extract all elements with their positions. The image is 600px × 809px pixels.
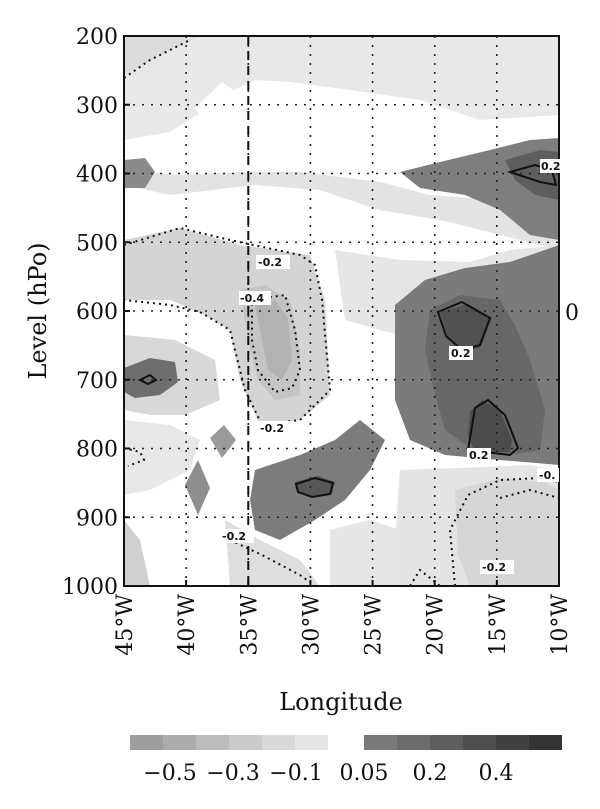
colorbar-label-positive: 0.4 [479, 761, 514, 786]
colorbar-swatch-negative [196, 735, 229, 750]
colorbar-label-negative: −0.3 [206, 761, 259, 786]
colorbar-swatch-negative [262, 735, 295, 750]
region-pos-diamond-2 [185, 460, 210, 515]
contour-pos-700-left [137, 373, 158, 386]
contour-label-0: 0.2 [540, 159, 561, 173]
contour-label-6: -0.2 [220, 529, 254, 543]
contour-label-5: 0.2 [467, 448, 491, 462]
contour-neg-top-left [124, 39, 191, 79]
contour-label-0-text: 0.2 [541, 160, 561, 173]
y-axis-label: Level (hPo) [24, 242, 52, 379]
colorbar-label-negative: −0.5 [143, 761, 196, 786]
region-white-spot-top [195, 82, 240, 128]
colorbar-swatch-negative [163, 735, 196, 750]
region-light-top [124, 36, 559, 140]
x-tick-label: 30°W [299, 594, 324, 656]
contour-label-3: -0.2 [258, 421, 292, 435]
colorbar-swatch-negative [229, 735, 262, 750]
y-tick-label: 500 [76, 231, 118, 256]
y-axis-ticks: 200 300 400 500 600 700 800 900 1000 [62, 25, 130, 600]
contour-label-6-text: -0.2 [222, 530, 246, 543]
contour-pos-600 [436, 300, 492, 352]
contour-label-4-text: 0.2 [451, 347, 471, 360]
y-tick-label: 700 [76, 369, 118, 394]
y-tick-label: 600 [76, 300, 118, 325]
colorbar-swatch-positive [496, 735, 529, 750]
x-tick-label: 35°W [237, 594, 262, 656]
contour-label-2-text: -0.4 [240, 292, 264, 305]
colorbar-label-negative: −0.1 [269, 761, 322, 786]
contour-label-7-text: -0.2 [482, 561, 506, 574]
contour-neg-bottom-right-2 [409, 568, 441, 586]
x-tick-label: 40°W [175, 594, 200, 656]
contour-pos-400 [506, 163, 558, 187]
colorbar-swatch-positive [430, 735, 463, 750]
region-light-left-800 [124, 420, 200, 495]
colorbar-labels: −0.5 −0.3 −0.1 0.05 0.2 0.4 [143, 761, 513, 786]
colorbar-label-positive: 0.05 [340, 761, 389, 786]
y-tick-label: 400 [76, 163, 118, 188]
contour-label-8: -0. [537, 468, 559, 482]
contour-pos-780 [466, 398, 520, 457]
contour-pos-850 [294, 476, 335, 499]
region-pos-diamond-1 [210, 425, 236, 458]
x-axis-label: Longitude [279, 688, 403, 716]
colorbar-swatch-negative [130, 735, 163, 750]
contour-neg-right-edge [499, 488, 559, 499]
x-tick-label: 15°W [486, 594, 511, 656]
y-tick-label: 900 [76, 506, 118, 531]
region-light-lower-mid [330, 520, 400, 586]
region-light-lower-right-2 [455, 478, 559, 586]
colorbar-swatch-negative [295, 735, 328, 750]
region-neg-core [255, 300, 292, 380]
colorbar-swatch-positive [397, 735, 430, 750]
x-tick-label: 45°W [113, 594, 138, 656]
contour-labels: 0.2 -0.2 -0.4 -0.2 0.2 0.2 -0.2 -0.2 [220, 159, 561, 574]
y-tick-label: 200 [76, 25, 118, 50]
region-pos-right-core-2 [468, 400, 512, 452]
region-pos-700-left [124, 358, 178, 398]
colorbar-swatch-positive [463, 735, 496, 750]
contour-label-1-text: -0.2 [258, 256, 282, 269]
region-pos-right-core-1 [440, 305, 492, 352]
contour-label-2: -0.4 [239, 291, 271, 305]
colorbar-swatch-positive [529, 735, 562, 750]
contour-label-7: -0.2 [480, 560, 514, 574]
contour-label-4: 0.2 [449, 346, 473, 360]
y-tick-label: 300 [76, 94, 118, 119]
x-axis-ticks: 45°W 40°W 35°W 30°W 25°W 20°W 15°W 10°W [113, 580, 573, 656]
contour-label-3-text: -0.2 [260, 422, 284, 435]
contour-label-1: -0.2 [256, 255, 290, 269]
region-light-top-2 [124, 36, 200, 75]
contour-label-5-text: 0.2 [469, 449, 489, 462]
right-side-label: 0 [565, 301, 579, 326]
y-tick-label: 1000 [62, 575, 118, 600]
colorbar-swatch-positive [364, 735, 397, 750]
contour-label-8-text: -0. [539, 469, 555, 482]
x-tick-label: 25°W [362, 594, 387, 656]
region-light-bottom-left [124, 520, 150, 586]
x-tick-label: 20°W [424, 594, 449, 656]
y-tick-label: 800 [76, 438, 118, 463]
region-pos-400-left [124, 158, 155, 188]
region-light-mid [124, 170, 559, 250]
colorbar-label-positive: 0.2 [413, 761, 448, 786]
colorbar [130, 735, 562, 750]
x-tick-label: 10°W [548, 594, 573, 656]
grid [124, 36, 559, 586]
